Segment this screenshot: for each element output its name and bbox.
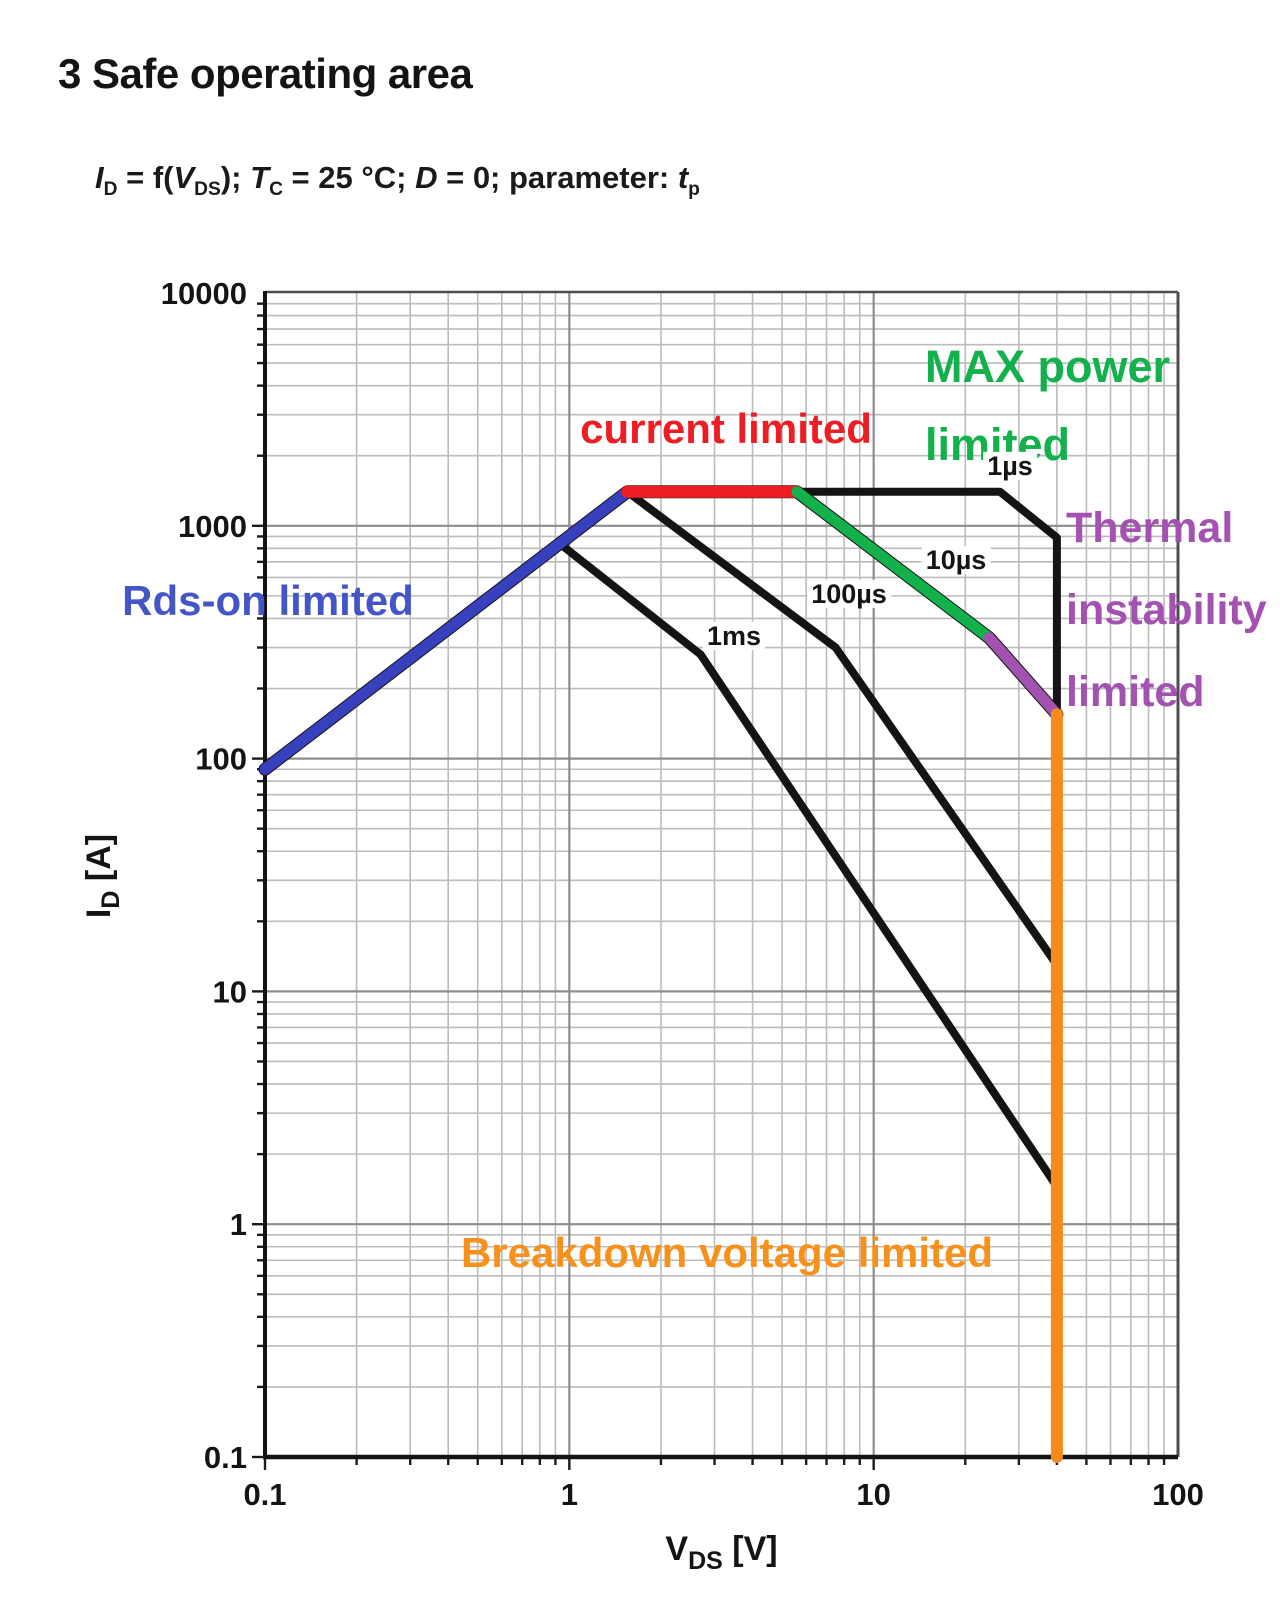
annotation-current-limited: current limited (580, 404, 872, 452)
y-tick-label: 0.1 (204, 1440, 247, 1475)
series-pulse-1us (793, 487, 1061, 719)
curve-label-10us: 10µs (921, 545, 991, 574)
annotation-max-power-limited: MAX power limited (925, 328, 1170, 484)
series-pulse-1ms (558, 541, 1061, 1191)
series-max-power-limited (791, 486, 995, 644)
grid-minor (265, 293, 1178, 1457)
page-title: 3 Safe operating area (58, 50, 473, 97)
y-tick-label: 1000 (178, 509, 247, 544)
annotation-thermal-line3: limited (1066, 668, 1205, 716)
plot-border (263, 290, 1180, 1460)
y-tick-label: 10 (213, 974, 247, 1009)
x-axis-label: VDS [V] (665, 1530, 777, 1575)
y-axis-label: ID [A] (80, 834, 125, 918)
annotation-max-power-line2: limited (925, 419, 1071, 470)
annotation-thermal-line2: instability (1066, 586, 1267, 634)
grid-major (265, 293, 1178, 1457)
curve-label-100us: 100µs (807, 579, 891, 608)
series-rds-on-limited (259, 486, 633, 775)
y-tick-label: 10000 (161, 276, 247, 311)
chart-conditions: ID = f(VDS); TC = 25 °C; D = 0; paramete… (95, 160, 700, 201)
annotation-breakdown-voltage-limited: Breakdown voltage limited (460, 1228, 994, 1276)
annotation-thermal-instability-limited: Thermal instability limited (1066, 487, 1267, 733)
series-thermal-instability-limited (983, 632, 1063, 720)
y-tick-label: 100 (195, 742, 247, 777)
series-pulse-100us (623, 487, 1061, 969)
x-tick-label: 1 (561, 1477, 578, 1512)
curve-label-1us: 1µs (983, 451, 1037, 480)
annotation-rds-on-limited: Rds-on limited (122, 576, 414, 624)
x-tick-label: 100 (1152, 1477, 1204, 1512)
annotation-thermal-line1: Thermal (1066, 504, 1234, 552)
series-curves (258, 485, 1064, 1463)
y-tick-label: 1 (230, 1207, 247, 1242)
curve-label-1ms: 1ms (702, 621, 766, 650)
x-tick-label: 0.1 (243, 1477, 286, 1512)
annotation-max-power-line1: MAX power (925, 341, 1171, 392)
tick-labels: 0.1 1 10 100 0.1 1 10 100 1000 10000 (161, 276, 1204, 1512)
x-tick-label: 10 (856, 1477, 890, 1512)
